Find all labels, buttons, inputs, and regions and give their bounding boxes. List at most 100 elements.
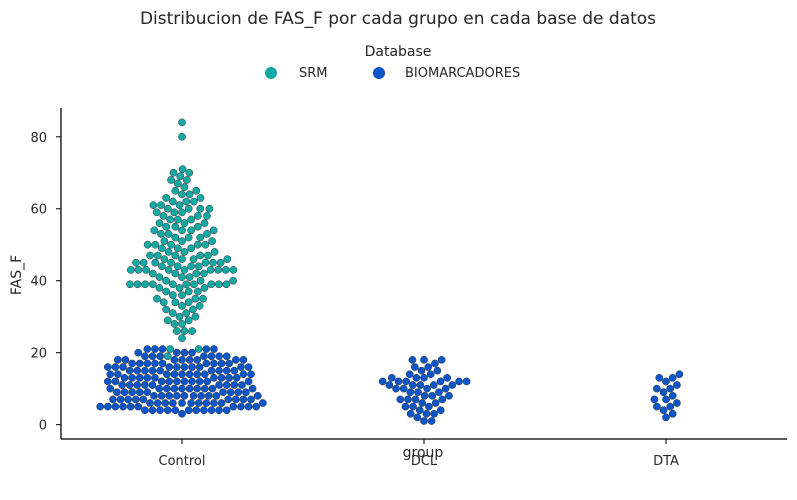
data-point-srm xyxy=(178,208,186,217)
data-point-biomarcadores xyxy=(650,395,659,404)
data-point-biomarcadores xyxy=(248,384,257,393)
data-point-biomarcadores xyxy=(210,373,218,382)
data-point-srm xyxy=(162,287,171,296)
data-point-biomarcadores xyxy=(387,373,396,382)
data-point-biomarcadores xyxy=(215,366,223,375)
data-point-biomarcadores xyxy=(662,377,670,386)
data-point-biomarcadores xyxy=(378,377,387,386)
data-point-biomarcadores xyxy=(118,381,126,389)
data-point-srm xyxy=(183,176,191,184)
data-point-biomarcadores xyxy=(408,381,417,389)
data-point-srm xyxy=(175,284,184,292)
data-point-biomarcadores xyxy=(195,363,204,371)
data-point-biomarcadores xyxy=(659,388,668,397)
data-point-srm xyxy=(182,280,191,289)
data-point-biomarcadores xyxy=(215,352,223,361)
data-point-biomarcadores xyxy=(171,406,180,415)
data-point-biomarcadores xyxy=(193,370,202,379)
legend-label-srm: SRM xyxy=(299,66,328,81)
data-point-srm xyxy=(182,309,191,317)
data-point-biomarcadores xyxy=(226,388,235,397)
data-point-srm xyxy=(196,194,205,202)
data-point-srm xyxy=(194,345,203,353)
x-tick-label: DCL xyxy=(411,454,438,469)
data-point-biomarcadores xyxy=(411,395,420,404)
legend-label-biomarcadores: BIOMARCADORES xyxy=(405,66,520,81)
data-point-srm xyxy=(159,298,168,307)
data-point-biomarcadores xyxy=(414,388,422,397)
data-point-biomarcadores xyxy=(429,381,438,389)
data-point-srm xyxy=(133,280,142,289)
data-point-srm xyxy=(216,258,225,267)
data-point-srm xyxy=(173,262,182,271)
data-point-srm xyxy=(178,302,186,310)
data-point-biomarcadores xyxy=(121,356,130,364)
data-point-srm xyxy=(164,230,173,238)
data-point-srm xyxy=(192,269,201,278)
data-point-biomarcadores xyxy=(120,373,129,382)
data-point-biomarcadores xyxy=(135,359,144,368)
data-point-biomarcadores xyxy=(219,388,227,397)
data-point-biomarcadores xyxy=(193,384,202,393)
data-point-srm xyxy=(162,222,171,231)
data-point-srm xyxy=(173,327,181,335)
x-tick-label: Control xyxy=(159,454,206,469)
data-point-biomarcadores xyxy=(231,356,240,364)
data-point-srm xyxy=(209,258,217,267)
data-point-biomarcadores xyxy=(420,417,428,425)
data-point-biomarcadores xyxy=(252,402,261,411)
data-point-biomarcadores xyxy=(425,402,433,411)
data-point-srm xyxy=(203,212,211,220)
data-point-biomarcadores xyxy=(158,359,167,368)
y-tick-label: 20 xyxy=(30,347,47,362)
data-point-biomarcadores xyxy=(208,384,217,393)
legend-marker-biomarcadores xyxy=(373,67,385,79)
data-point-biomarcadores xyxy=(114,370,122,379)
data-point-srm xyxy=(151,240,160,249)
data-point-biomarcadores xyxy=(409,402,417,411)
data-point-srm xyxy=(185,190,194,199)
data-point-biomarcadores xyxy=(244,377,253,386)
y-tick-label: 40 xyxy=(30,275,47,290)
data-point-biomarcadores xyxy=(422,409,431,418)
data-point-biomarcadores xyxy=(229,402,238,411)
data-point-biomarcadores xyxy=(187,399,195,407)
x-tick-label: DTA xyxy=(653,454,679,469)
data-point-srm xyxy=(173,215,182,224)
data-point-srm xyxy=(185,168,194,177)
data-point-srm xyxy=(184,233,193,242)
data-point-biomarcadores xyxy=(215,406,223,415)
data-point-biomarcadores xyxy=(210,359,218,368)
data-point-srm xyxy=(209,226,218,235)
data-point-biomarcadores xyxy=(234,388,243,397)
data-point-biomarcadores xyxy=(116,395,125,404)
data-point-biomarcadores xyxy=(180,363,189,371)
data-point-srm xyxy=(187,226,195,235)
data-point-srm xyxy=(148,269,157,278)
data-point-srm xyxy=(171,233,180,242)
data-point-biomarcadores xyxy=(445,391,453,400)
data-point-biomarcadores xyxy=(202,359,211,368)
data-point-biomarcadores xyxy=(428,391,437,400)
data-point-srm xyxy=(214,266,223,274)
legend: Database SRM BIOMARCADORES xyxy=(265,44,520,81)
data-point-srm xyxy=(196,251,205,260)
data-point-srm xyxy=(199,294,207,303)
data-point-biomarcadores xyxy=(673,399,681,407)
data-point-biomarcadores xyxy=(197,391,206,400)
data-point-srm xyxy=(163,316,172,325)
data-point-biomarcadores xyxy=(141,366,149,375)
data-point-biomarcadores xyxy=(195,377,204,386)
data-point-biomarcadores xyxy=(193,356,202,364)
data-point-biomarcadores xyxy=(189,391,198,400)
data-point-srm xyxy=(189,255,198,263)
data-point-srm xyxy=(221,266,230,274)
data-point-biomarcadores xyxy=(438,395,447,404)
data-point-srm xyxy=(180,266,189,274)
data-point-biomarcadores xyxy=(231,395,240,404)
data-point-srm xyxy=(142,266,150,274)
data-point-srm xyxy=(162,305,171,314)
data-point-biomarcadores xyxy=(200,384,209,393)
data-point-biomarcadores xyxy=(153,399,162,407)
data-point-biomarcadores xyxy=(192,406,201,415)
